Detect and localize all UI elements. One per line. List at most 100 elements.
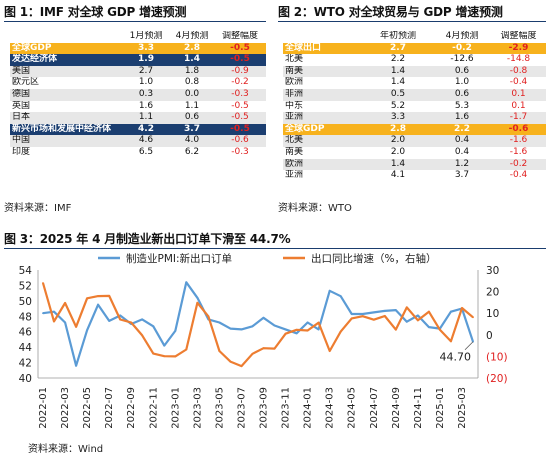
data-point [394, 309, 397, 311]
y-left-tick-label: 46 [19, 327, 33, 339]
cell-apr: 1.2 [433, 158, 491, 171]
cell-apr: 0.6 [433, 88, 491, 101]
data-point [75, 364, 77, 367]
cell-jan: 1.1 [122, 112, 170, 124]
data-point [439, 328, 441, 331]
cell-adj: -0.5 [214, 123, 266, 136]
data-point [218, 321, 221, 324]
cell-apr: 0.8 [170, 77, 214, 89]
wto-forecast-table: 年初预测 4月预测 调整幅度 全球出口 2.7 -0.2 -2.9 北美 2.2 -12.6 -14… [283, 31, 546, 182]
data-point [273, 324, 276, 327]
data-point [141, 334, 144, 337]
row-label: 全球GDP [10, 42, 122, 55]
row-label: 全球出口 [283, 42, 363, 55]
table-row: 欧元区 1.0 0.8 -0.2 [10, 77, 266, 89]
cell-jan: 3.3 [363, 112, 433, 124]
row-label: 北美 [283, 54, 363, 66]
column-header: 4月预测 [433, 31, 491, 43]
table-row: 北美 2.2 -12.6 -14.8 [283, 54, 546, 66]
cell-jan: 6.5 [122, 146, 170, 159]
row-label: 新兴市场和发展中经济体 [10, 123, 122, 136]
x-tick-label: 2024-05 [347, 387, 358, 429]
data-point [163, 355, 166, 358]
data-point [350, 313, 353, 315]
data-point [262, 347, 265, 350]
data-point [64, 321, 66, 324]
cell-adj: 0.1 [491, 88, 546, 101]
column-header: 4月预测 [170, 31, 214, 43]
y-left-tick-label: 42 [19, 358, 32, 370]
y-left-tick-label: 44 [19, 342, 33, 354]
data-point [428, 326, 430, 328]
data-point [42, 312, 44, 315]
cell-adj: -1.6 [491, 135, 546, 147]
cell-adj: -1.6 [491, 146, 546, 159]
data-point [372, 311, 375, 314]
x-tick-label: 2023-09 [259, 387, 270, 429]
x-tick-label: 2024-07 [369, 387, 380, 429]
series-line-pmi-new-export-orders [42, 281, 475, 367]
data-point [339, 330, 342, 333]
x-tick-label: 2022-01 [38, 387, 49, 429]
cell-jan: 4.1 [363, 170, 433, 182]
table-row: 印度 6.5 6.2 -0.3 [10, 146, 266, 159]
x-tick-label: 2022-05 [82, 387, 93, 429]
cell-adj: -0.6 [214, 135, 266, 147]
row-label: 日本 [10, 112, 122, 124]
data-point [383, 310, 386, 312]
data-point [350, 317, 353, 320]
data-point [328, 350, 331, 352]
data-point [53, 320, 55, 323]
cell-adj: -0.2 [214, 77, 266, 89]
cell-adj: -0.4 [491, 170, 546, 182]
data-point [196, 301, 199, 304]
cell-apr: 6.2 [170, 146, 214, 159]
y-left-tick-label: 40 [19, 373, 32, 385]
cell-jan: 2.7 [122, 65, 170, 78]
cell-adj: -0.3 [214, 146, 266, 159]
cell-apr: 1.1 [170, 100, 214, 113]
annotation-leader [464, 341, 474, 351]
x-tick-label: 2025-03 [457, 387, 468, 429]
y-right-tick-label: (20) [486, 373, 508, 385]
y-right-tick-label: 20 [486, 287, 499, 299]
cell-jan: 1.4 [363, 158, 433, 171]
cell-adj: -14.8 [491, 54, 546, 66]
data-point [229, 327, 232, 330]
cell-adj: -0.8 [491, 65, 546, 78]
cell-adj: -0.4 [491, 77, 546, 89]
cell-jan: 1.0 [122, 77, 170, 89]
x-tick-label: 2023-03 [192, 387, 203, 429]
table-row: 中国 4.6 4.0 -0.6 [10, 135, 266, 147]
x-tick-label: 2024-01 [303, 387, 314, 429]
data-point [317, 328, 320, 331]
table-row: 南美 1.4 0.6 -0.8 [283, 65, 546, 78]
data-point [262, 316, 265, 319]
data-point [75, 325, 77, 328]
data-point [97, 303, 99, 306]
data-point [53, 310, 55, 313]
x-tick-label: 2022-11 [148, 387, 159, 429]
table-row: 亚洲 4.1 3.7 -0.4 [283, 170, 546, 182]
y-left-tick-label: 54 [19, 265, 33, 277]
data-point [152, 325, 155, 328]
cell-jan: 2.8 [363, 123, 433, 136]
data-point [196, 296, 199, 299]
x-tick-label: 2024-03 [325, 387, 336, 429]
cell-jan: 2.2 [363, 54, 433, 66]
data-point [405, 306, 408, 309]
data-point [86, 329, 88, 332]
column-header [283, 31, 363, 43]
y-right-tick-label: 30 [486, 265, 499, 277]
annotation-label: 44.70 [440, 351, 472, 364]
data-point [383, 315, 386, 317]
cell-apr: 1.6 [433, 112, 491, 124]
cell-jan: 1.4 [363, 77, 433, 89]
data-point [119, 318, 122, 321]
data-point [108, 295, 111, 297]
cell-jan: 5.2 [363, 100, 433, 113]
x-tick-label: 2022-09 [126, 387, 137, 429]
x-tick-label: 2023-05 [214, 387, 225, 429]
table-row: 新兴市场和发展中经济体 4.2 3.7 -0.5 [10, 123, 266, 136]
